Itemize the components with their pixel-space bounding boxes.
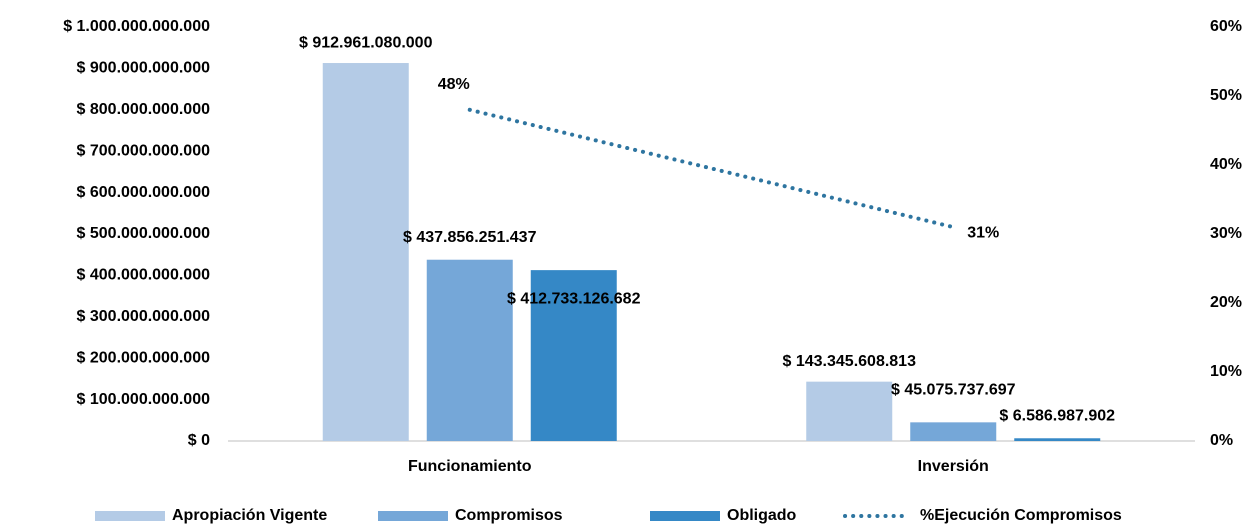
data-label: $ 143.345.608.813 [783,353,917,370]
y-tick-label: $ 100.000.000.000 [77,391,211,408]
data-label: $ 437.856.251.437 [403,229,537,246]
legend-label: %Ejecución Compromisos [920,507,1122,524]
y2-tick-label: 50% [1210,87,1242,104]
y-tick-label: $ 700.000.000.000 [77,142,211,159]
legend-swatch [95,511,165,521]
line-label: 48% [438,76,470,93]
line-label: 31% [967,224,999,241]
legend-label: Compromisos [455,507,563,524]
y-tick-label: $ 200.000.000.000 [77,349,211,366]
bar [426,259,513,441]
x-tick-label: Funcionamiento [408,458,532,475]
y-tick-label: $ 1.000.000.000.000 [63,18,210,35]
y2-tick-label: 60% [1210,18,1242,35]
data-label: $ 6.586.987.902 [999,407,1115,424]
data-label: $ 45.075.737.697 [891,382,1016,399]
y2-tick-label: 10% [1210,363,1242,380]
y-tick-label: $ 900.000.000.000 [77,60,211,77]
legend-label: Apropiación Vigente [172,507,327,524]
y-tick-label: $ 600.000.000.000 [77,184,211,201]
data-label: $ 912.961.080.000 [299,34,433,51]
bar [806,381,893,441]
y-tick-label: $ 300.000.000.000 [77,308,211,325]
bar [1014,438,1101,441]
bar [322,63,409,441]
legend-label: Obligado [727,507,797,524]
data-label: $ 412.733.126.682 [507,290,641,307]
bar [910,422,997,441]
bar [530,270,617,441]
y2-tick-label: 20% [1210,294,1242,311]
y2-tick-label: 0% [1210,432,1233,449]
y-tick-label: $ 800.000.000.000 [77,101,211,118]
y-tick-label: $ 400.000.000.000 [77,267,211,284]
y2-tick-label: 30% [1210,225,1242,242]
y-tick-label: $ 0 [188,432,210,449]
y-tick-label: $ 500.000.000.000 [77,225,211,242]
x-tick-label: Inversión [918,458,989,475]
y2-tick-label: 40% [1210,156,1242,173]
legend-swatch [378,511,448,521]
line [467,107,956,230]
legend-swatch [650,511,720,521]
